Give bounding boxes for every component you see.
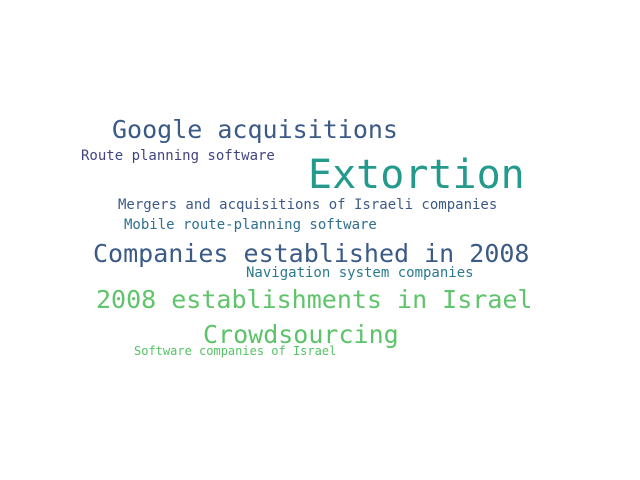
word-2008-establishments-in-israel: 2008 establishments in Israel	[96, 285, 533, 314]
word-software-companies-of-israel: Software companies of Israel	[134, 344, 337, 358]
word-companies-established-in-2008: Companies established in 2008	[93, 239, 530, 268]
word-navigation-system-companies: Navigation system companies	[246, 265, 474, 281]
word-route-planning-software: Route planning software	[81, 148, 275, 164]
word-google-acquisitions: Google acquisitions	[112, 115, 398, 144]
word-extortion: Extortion	[308, 152, 525, 198]
word-crowdsourcing: Crowdsourcing	[203, 320, 399, 349]
word-mobile-route-planning-software: Mobile route-planning software	[124, 217, 377, 233]
word-mergers-and-acquisitions: Mergers and acquisitions of Israeli comp…	[118, 197, 498, 213]
